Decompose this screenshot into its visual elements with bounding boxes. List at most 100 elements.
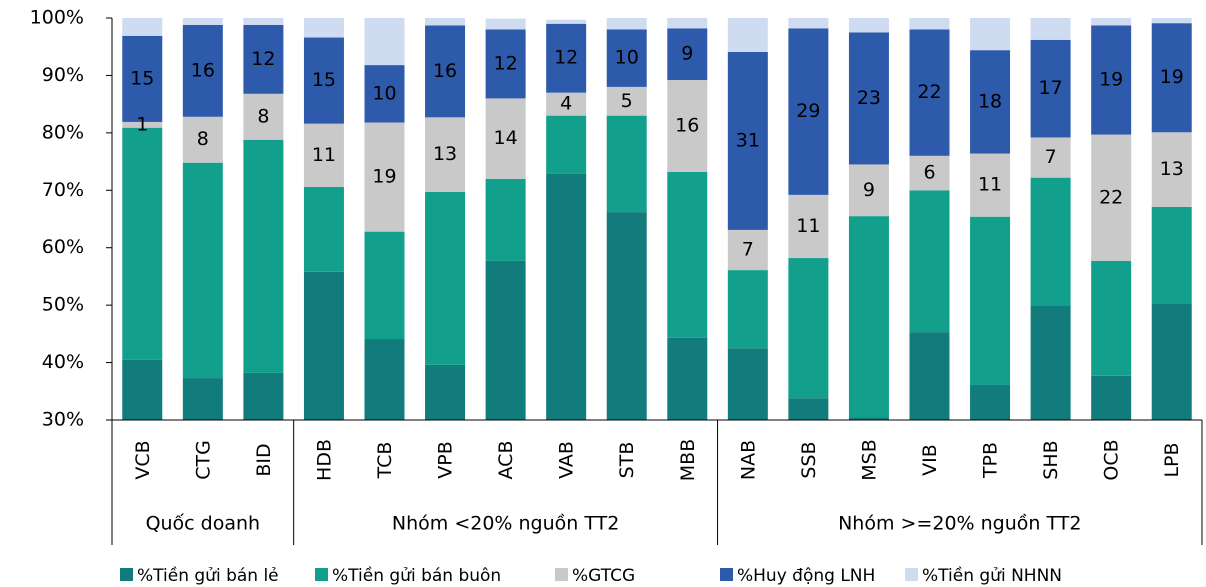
data-label: 17: [1039, 77, 1063, 99]
bar-segment: [1030, 137, 1071, 178]
bar-segment: [425, 192, 466, 365]
bar-segment: [909, 155, 950, 191]
bar-segment: [1091, 134, 1132, 261]
bar-segment: [243, 139, 284, 373]
bar-segment: [848, 18, 889, 33]
bar-segment: [970, 384, 1011, 420]
x-tick-label: VAB: [556, 441, 578, 479]
data-label: 9: [681, 43, 693, 65]
legend-swatch: [120, 568, 133, 581]
data-label: 4: [560, 93, 572, 115]
data-label: 11: [796, 215, 820, 237]
bar-segment: [425, 18, 466, 26]
data-label: 11: [978, 174, 1002, 196]
bar-segment: [1151, 303, 1192, 420]
group-label: Nhóm <20% nguồn TT2: [392, 513, 619, 535]
bar-segment: [970, 153, 1011, 217]
bar-segment: [243, 18, 284, 25]
bar-segment: [1151, 132, 1192, 207]
plot-area: [122, 18, 1192, 420]
data-label: 7: [1045, 146, 1057, 168]
legend-label: %GTCG: [572, 566, 635, 586]
bar-segment: [1030, 39, 1071, 138]
bar-segment: [1091, 18, 1132, 26]
bar-segment: [848, 216, 889, 418]
x-tick-label: SSB: [798, 441, 820, 478]
data-label: 7: [742, 239, 754, 261]
x-tick-label: SHB: [1040, 440, 1062, 479]
data-label: 19: [1099, 69, 1123, 91]
y-tick-label: 80%: [42, 121, 84, 143]
bar-segment: [1091, 375, 1132, 420]
data-label: 10: [615, 47, 639, 69]
y-tick-label: 50%: [42, 294, 84, 316]
bar-segment: [848, 32, 889, 165]
bar-segment: [788, 258, 829, 399]
bar-segment: [122, 35, 163, 122]
bar-segment: [122, 359, 163, 420]
bar-segment: [243, 93, 284, 140]
y-tick-label: 30%: [42, 409, 84, 431]
data-label: 6: [923, 162, 935, 184]
x-tick-label: BID: [253, 443, 275, 476]
y-tick-label: 60%: [42, 236, 84, 258]
bar-segment: [606, 86, 647, 116]
y-tick-label: 40%: [42, 351, 84, 373]
bar-segment: [122, 127, 163, 360]
data-label: 13: [1160, 158, 1184, 180]
bar-segment: [1030, 305, 1071, 420]
data-label: 10: [372, 82, 396, 104]
data-label: 8: [257, 105, 269, 127]
data-label: 14: [494, 127, 518, 149]
data-label: 19: [1160, 66, 1184, 88]
y-tick-label: 100%: [30, 7, 84, 29]
bar-segment: [364, 65, 405, 123]
data-label: 12: [554, 47, 578, 69]
bar-segment: [788, 18, 829, 29]
bar-segment: [1151, 23, 1192, 133]
bar-segment: [909, 332, 950, 420]
bar-segment: [303, 18, 344, 38]
bar-segment: [909, 190, 950, 333]
data-label: 16: [675, 114, 699, 136]
data-label: 12: [494, 52, 518, 74]
bar-segment: [727, 229, 768, 271]
data-label: 9: [863, 179, 875, 201]
x-tick-label: VPB: [435, 441, 457, 479]
data-label: 15: [312, 69, 336, 91]
x-tick-label: STB: [616, 442, 638, 479]
bar-segment: [182, 378, 223, 420]
x-tick-label: HDB: [313, 439, 335, 481]
bar-segment: [667, 171, 708, 338]
bar-segment: [303, 271, 344, 420]
bar-segment: [1091, 260, 1132, 376]
bar-segment: [303, 37, 344, 124]
bar-segment: [909, 18, 950, 30]
bar-segment: [485, 29, 526, 99]
x-tick-label: TPB: [980, 442, 1002, 479]
bar-segment: [606, 18, 647, 30]
bar-segment: [727, 348, 768, 420]
legend-swatch: [315, 568, 328, 581]
bar-segment: [1030, 177, 1071, 306]
bar-segment: [546, 115, 587, 174]
data-label: 1: [136, 113, 148, 135]
bar-segment: [243, 24, 284, 94]
bar-segment: [485, 260, 526, 420]
data-label: 19: [372, 166, 396, 188]
bar-segment: [970, 216, 1011, 385]
bar-segment: [606, 115, 647, 213]
data-label: 16: [433, 60, 457, 82]
bar-segment: [970, 18, 1011, 51]
x-tick-label: TCB: [374, 442, 396, 480]
bar-segment: [788, 194, 829, 259]
x-tick-label: VIB: [919, 444, 941, 476]
data-label: 13: [433, 143, 457, 165]
x-tick-label: OCB: [1101, 439, 1123, 480]
bar-segment: [425, 117, 466, 193]
bar-segment: [364, 18, 405, 66]
legend-swatch: [905, 568, 918, 581]
x-tick-label: ACB: [495, 441, 517, 480]
bar-segment: [182, 162, 223, 379]
